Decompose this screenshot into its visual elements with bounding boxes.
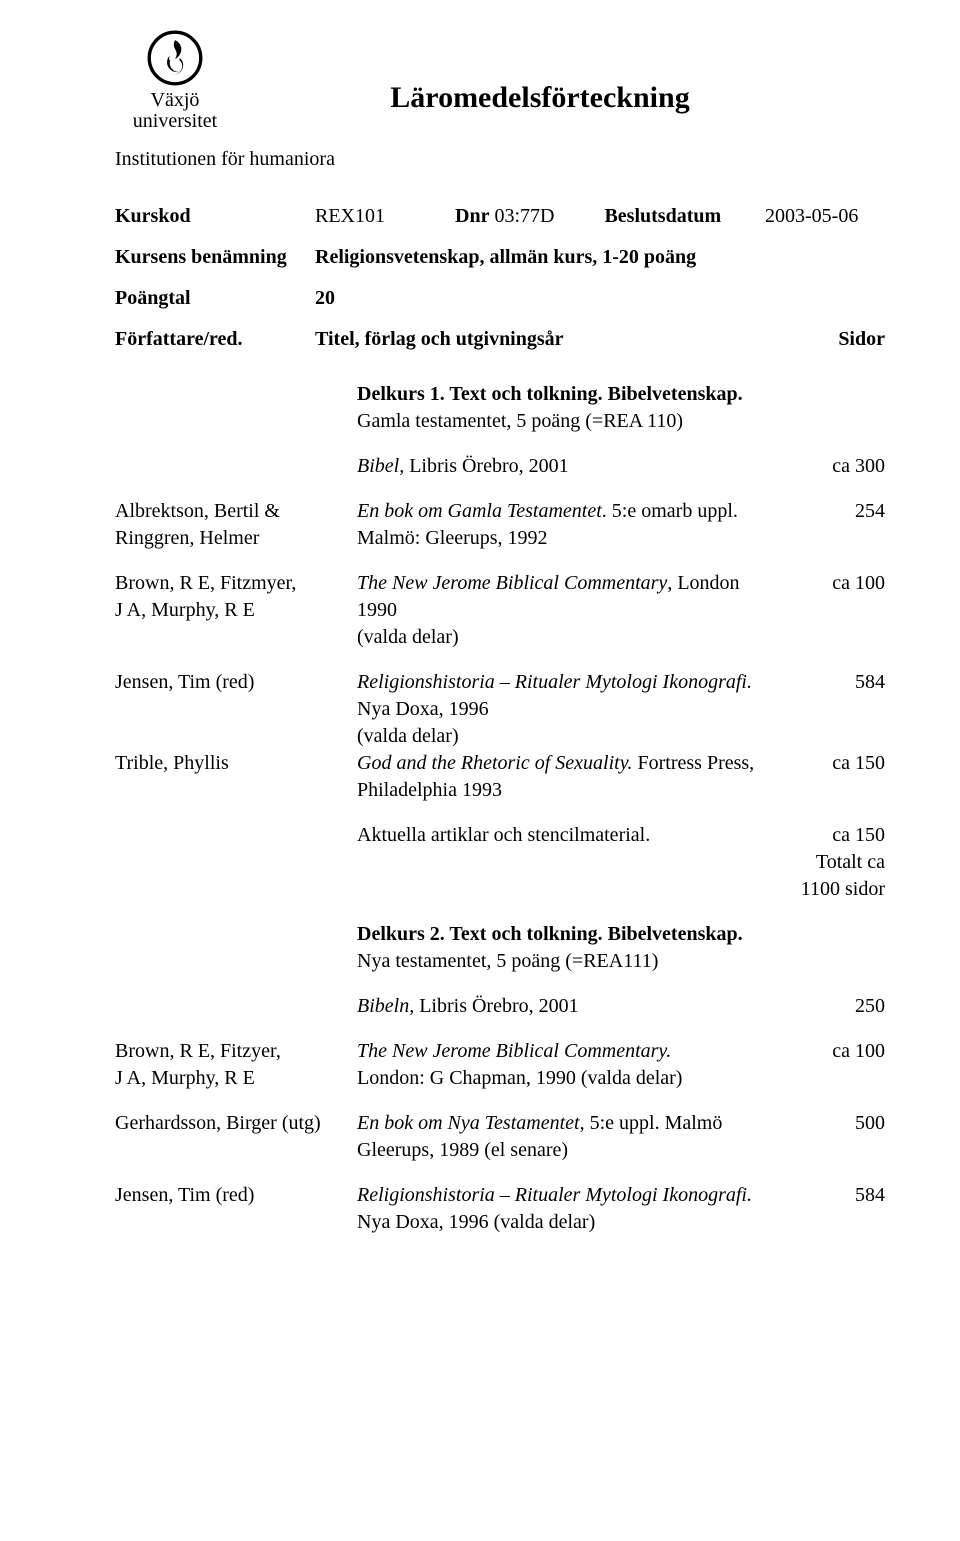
r8-author1: Brown, R E, Fitzyer, [115, 1040, 281, 1062]
r1-title: Libris Örebro, 2001 [409, 455, 568, 477]
r8-title2: London: G Chapman, 1990 (valda delar) [357, 1067, 682, 1089]
meta-row-poangtal: Poängtal 20 [115, 285, 885, 312]
r5-author: Trible, Phyllis [115, 750, 357, 777]
institution-line: Institutionen för humaniora [115, 146, 885, 173]
r4-pages: 584 [785, 669, 885, 696]
r6-pages1: ca 150 [832, 824, 885, 846]
r4-title3: (valda delar) [357, 725, 459, 747]
r7-title: Libris Örebro, 2001 [419, 995, 578, 1017]
r10-pages: 584 [785, 1182, 885, 1209]
r4-author: Jensen, Tim (red) [115, 669, 357, 696]
r2-author1: Albrektson, Bertil & [115, 500, 280, 522]
d2-head2: Nya testamentet, 5 poäng (=REA111) [357, 950, 658, 972]
r8-title-italic: The New Jerome Biblical Commentary. [357, 1040, 671, 1062]
r8-author2: J A, Murphy, R E [115, 1067, 255, 1089]
forf-label: Författare/red. [115, 326, 315, 353]
kurskod-label: Kurskod [115, 203, 315, 230]
poangtal-label: Poängtal [115, 285, 315, 312]
r9-title-italic: En bok om Nya Testamentet [357, 1112, 580, 1134]
delkurs1-heading: Delkurs 1. Text och tolkning. Bibelveten… [115, 381, 885, 435]
r2-title-mid: . 5:e omarb uppl. [602, 500, 738, 522]
r10-title2: Nya Doxa, 1996 (valda delar) [357, 1211, 595, 1233]
r3-pages: ca 100 [785, 570, 885, 597]
r1-pages: ca 300 [785, 453, 885, 480]
meta-row-benamning: Kursens benämning Religionsvetenskap, al… [115, 244, 885, 271]
delkurs2-heading: Delkurs 2. Text och tolkning. Bibelveten… [115, 921, 885, 975]
row-albrektson: Albrektson, Bertil & Ringgren, Helmer En… [115, 498, 885, 552]
r7-title-italic: Bibeln, [357, 995, 419, 1017]
benamning-value: Religionsvetenskap, allmän kurs, 1-20 po… [315, 244, 885, 271]
header: Växjö universitet Läromedelsförteckning [115, 30, 885, 132]
kurskod-value: REX101 [315, 203, 455, 230]
d1-head2: Gamla testamentet, 5 poäng (=REA 110) [357, 410, 683, 432]
r3-title2: (valda delar) [357, 626, 459, 648]
r6-pages2: Totalt ca [816, 851, 885, 873]
titel-label: Titel, förlag och utgivningsår [315, 326, 785, 353]
r3-author2: J A, Murphy, R E [115, 599, 255, 621]
row-jensen-2: Jensen, Tim (red) Religionshistoria – Ri… [115, 1182, 885, 1236]
r9-title-mid: , 5:e uppl. Malmö [580, 1112, 723, 1134]
r2-author2: Ringgren, Helmer [115, 527, 259, 549]
benamning-label: Kursens benämning [115, 244, 315, 271]
body-table: Delkurs 1. Text och tolkning. Bibelveten… [115, 381, 885, 1236]
r5-title-mid: Fortress Press, [638, 752, 755, 774]
row-brown-2: Brown, R E, Fitzyer, J A, Murphy, R E Th… [115, 1038, 885, 1092]
row-gerhardsson: Gerhardsson, Birger (utg) En bok om Nya … [115, 1110, 885, 1164]
r7-pages: 250 [785, 993, 885, 1020]
row-bibeln-2001: Bibeln, Libris Örebro, 2001 250 [115, 993, 885, 1020]
r10-author: Jensen, Tim (red) [115, 1182, 357, 1209]
document-page: Växjö universitet Läromedelsförteckning … [0, 0, 960, 1314]
row-aktuella: Aktuella artiklar och stencilmaterial. c… [115, 822, 885, 903]
r9-title2: Gleerups, 1989 (el senare) [357, 1139, 568, 1161]
beslut-value: 2003-05-06 [765, 203, 885, 230]
r1-title-italic: Bibel, [357, 455, 409, 477]
beslut-label: Beslutsdatum [604, 205, 721, 227]
poangtal-value: 20 [315, 285, 335, 312]
r10-title-italic: Religionshistoria – Ritualer Mytologi Ik… [357, 1184, 752, 1206]
d2-head1: Delkurs 2. Text och tolkning. Bibelveten… [357, 923, 743, 945]
r4-title2: Nya Doxa, 1996 [357, 698, 489, 720]
r2-title-italic: En bok om Gamla Testamentet [357, 500, 602, 522]
r5-pages: ca 150 [785, 750, 885, 777]
r6-text: Aktuella artiklar och stencilmaterial. [357, 822, 785, 849]
dnr-cell: Dnr 03:77D Beslutsdatum [455, 203, 765, 230]
r4-title-italic: Religionshistoria – Ritualer Mytologi Ik… [357, 671, 752, 693]
document-title: Läromedelsförteckning [195, 78, 885, 119]
r2-title2: Malmö: Gleerups, 1992 [357, 527, 548, 549]
r9-author: Gerhardsson, Birger (utg) [115, 1110, 357, 1137]
r3-author1: Brown, R E, Fitzmyer, [115, 572, 296, 594]
d1-head1: Delkurs 1. Text och tolkning. Bibelveten… [357, 383, 743, 405]
r8-pages: ca 100 [785, 1038, 885, 1065]
r5-title2: Philadelphia 1993 [357, 779, 502, 801]
dnr-label: Dnr [455, 205, 489, 227]
meta-row-kurskod: Kurskod REX101 Dnr 03:77D Beslutsdatum 2… [115, 203, 885, 230]
r2-pages: 254 [785, 498, 885, 525]
row-jensen-1: Jensen, Tim (red) Religionshistoria – Ri… [115, 669, 885, 750]
r9-pages: 500 [785, 1110, 885, 1137]
sidor-label: Sidor [785, 326, 885, 353]
meta-row-forfattare: Författare/red. Titel, förlag och utgivn… [115, 326, 885, 353]
r6-pages3: 1100 sidor [801, 878, 885, 900]
row-bibel-2001: Bibel, Libris Örebro, 2001 ca 300 [115, 453, 885, 480]
r5-title-italic: God and the Rhetoric of Sexuality. [357, 752, 638, 774]
row-brown-1: Brown, R E, Fitzmyer, J A, Murphy, R E T… [115, 570, 885, 651]
dnr-value: 03:77D [494, 205, 554, 227]
row-trible: Trible, Phyllis God and the Rhetoric of … [115, 750, 885, 804]
r3-title-italic: The New Jerome Biblical Commentary [357, 572, 667, 594]
